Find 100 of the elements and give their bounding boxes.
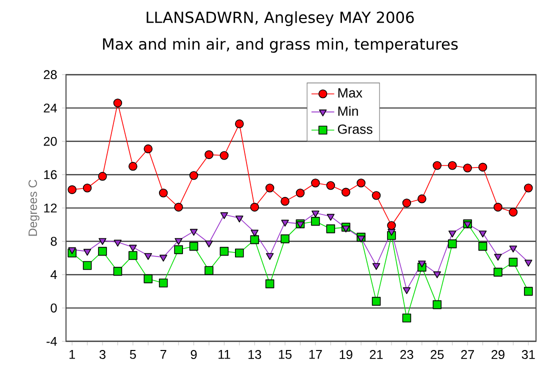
legend-label: Max (338, 88, 362, 98)
point (128, 251, 138, 260)
point (280, 196, 290, 206)
point (372, 263, 380, 270)
x-tick-label: 23 (400, 350, 414, 360)
x-tick-label: 31 (522, 350, 535, 360)
point (388, 228, 396, 236)
x-tick-label: 11 (218, 350, 230, 359)
point (326, 224, 336, 234)
point (235, 119, 244, 128)
point (402, 314, 412, 322)
point (494, 202, 502, 212)
point (387, 221, 396, 230)
point (311, 178, 320, 188)
y-tick-label: 24 (44, 104, 57, 112)
point (265, 184, 274, 192)
point (478, 230, 487, 238)
point (98, 172, 107, 181)
point (356, 178, 366, 188)
point (98, 238, 106, 245)
point (342, 226, 350, 232)
y-tick-label: 12 (44, 204, 57, 212)
x-tick-label: 27 (461, 350, 474, 359)
point (402, 198, 412, 208)
point (82, 261, 92, 270)
x-tick-label: 21 (370, 350, 383, 359)
point (508, 258, 518, 267)
point (220, 212, 228, 220)
y-tick-label: 20 (44, 136, 57, 146)
point (189, 242, 198, 251)
point (113, 98, 122, 108)
point (478, 162, 488, 172)
x-tick-label: 9 (190, 350, 197, 360)
point (68, 247, 76, 254)
chart-subtitle: Max and min air, and grass min, temperatures (103, 38, 458, 53)
point (144, 274, 153, 284)
point (159, 254, 168, 262)
point (204, 266, 214, 275)
point (494, 268, 502, 277)
point (235, 248, 244, 258)
point (433, 271, 442, 278)
point (220, 151, 229, 160)
point (128, 162, 138, 171)
point (432, 161, 442, 170)
point (296, 188, 305, 198)
point (174, 238, 182, 245)
point (448, 161, 457, 170)
point (494, 254, 502, 261)
point (418, 260, 426, 268)
point (174, 202, 183, 212)
point (509, 246, 518, 252)
point (524, 286, 533, 296)
point (280, 234, 290, 244)
x-tick-label: 15 (278, 350, 292, 359)
x-tick-label: 5 (130, 350, 136, 359)
point (82, 184, 92, 192)
y-tick-label: 0 (50, 304, 57, 312)
x-tick-label: 13 (248, 350, 262, 360)
point (463, 164, 472, 172)
point (266, 253, 274, 260)
point (311, 216, 320, 226)
point (114, 240, 122, 247)
point (341, 188, 350, 197)
y-tick-label: 28 (44, 70, 57, 80)
point (236, 216, 244, 222)
x-tick-label: 25 (430, 350, 444, 360)
x-tick-label: 1 (70, 350, 75, 359)
point (144, 144, 153, 154)
point (250, 202, 260, 212)
point (220, 246, 229, 256)
legend-label: Min (338, 106, 358, 116)
x-tick-label: 7 (160, 350, 166, 359)
y-tick-label: -4 (46, 336, 57, 346)
x-tick-label: 29 (492, 350, 504, 360)
y-tick-label: 16 (44, 170, 57, 180)
legend-label: Grass (338, 124, 372, 134)
point (68, 185, 76, 194)
point (204, 150, 214, 160)
y-axis-title: Degrees C (28, 180, 40, 236)
point (158, 188, 168, 198)
point (418, 194, 426, 204)
x-tick-label: 3 (99, 350, 106, 360)
point (129, 244, 137, 252)
point (205, 240, 213, 248)
chart-title: LLANSADWRN, Anglesey MAY 2006 (146, 11, 414, 26)
point (478, 242, 488, 251)
point (189, 171, 198, 180)
point (524, 184, 533, 192)
point (144, 253, 152, 260)
point (281, 220, 289, 227)
point (113, 266, 122, 276)
x-tick-label: 17 (309, 350, 322, 359)
point (448, 239, 457, 248)
point (508, 208, 518, 217)
point (432, 300, 442, 310)
point (250, 230, 258, 237)
point (250, 235, 260, 244)
point (326, 181, 336, 190)
point (372, 296, 381, 306)
point (312, 210, 320, 218)
